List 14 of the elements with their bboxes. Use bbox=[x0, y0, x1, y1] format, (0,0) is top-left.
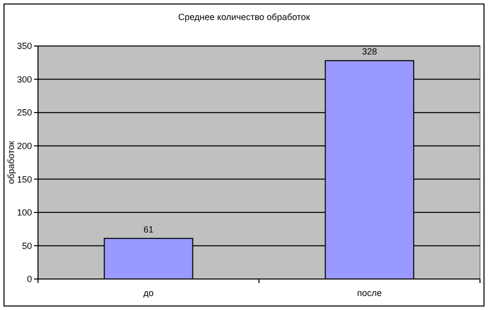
x-tick-label: до bbox=[143, 288, 154, 298]
x-tick-label: после bbox=[357, 288, 382, 298]
data-label: 61 bbox=[143, 224, 154, 234]
data-label: 328 bbox=[362, 46, 378, 57]
y-axis-title: обработок bbox=[6, 140, 16, 184]
y-tick-label: 50 bbox=[22, 240, 32, 251]
y-tick-label: 0 bbox=[26, 274, 32, 284]
y-tick-label: 100 bbox=[16, 208, 32, 218]
y-tick-label: 150 bbox=[16, 174, 32, 184]
y-tick-label: 250 bbox=[16, 108, 32, 118]
y-tick-label: 350 bbox=[16, 41, 32, 52]
y-tick-label: 300 bbox=[16, 74, 32, 84]
chart-title: Среднее количество обработок bbox=[178, 12, 310, 22]
y-tick-label: 200 bbox=[16, 141, 32, 152]
